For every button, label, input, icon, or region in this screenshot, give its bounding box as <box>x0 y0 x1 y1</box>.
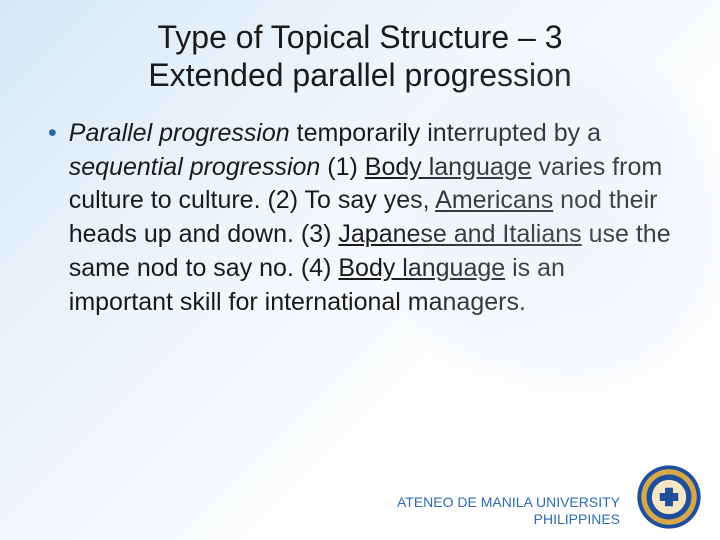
footer-line-1: ATENEO DE MANILA UNIVERSITY <box>397 494 620 511</box>
text-segment: Parallel progression <box>69 119 290 147</box>
text-segment: Japanese and Italians <box>338 220 581 248</box>
slide: Type of Topical Structure – 3 Extended p… <box>0 0 720 540</box>
text-segment: sequential progression <box>69 153 321 181</box>
footer-text: ATENEO DE MANILA UNIVERSITY PHILIPPINES <box>397 494 620 528</box>
text-segment: Body language <box>338 254 505 282</box>
text-segment: temporarily interrupted by a <box>290 119 601 147</box>
bullet-text: Parallel progression temporarily interru… <box>69 117 672 320</box>
title-line-2: Extended parallel progression <box>148 57 571 93</box>
footer-line-2: PHILIPPINES <box>397 511 620 528</box>
text-segment: Americans <box>435 186 553 214</box>
university-seal-icon <box>636 464 702 530</box>
slide-title: Type of Topical Structure – 3 Extended p… <box>0 0 720 95</box>
text-segment: Body language <box>365 153 532 181</box>
bullet-item: • Parallel progression temporarily inter… <box>48 117 672 320</box>
title-line-1: Type of Topical Structure – 3 <box>158 19 563 55</box>
bullet-marker: • <box>48 117 57 151</box>
slide-body: • Parallel progression temporarily inter… <box>0 95 720 320</box>
text-segment: (1) <box>320 153 364 181</box>
